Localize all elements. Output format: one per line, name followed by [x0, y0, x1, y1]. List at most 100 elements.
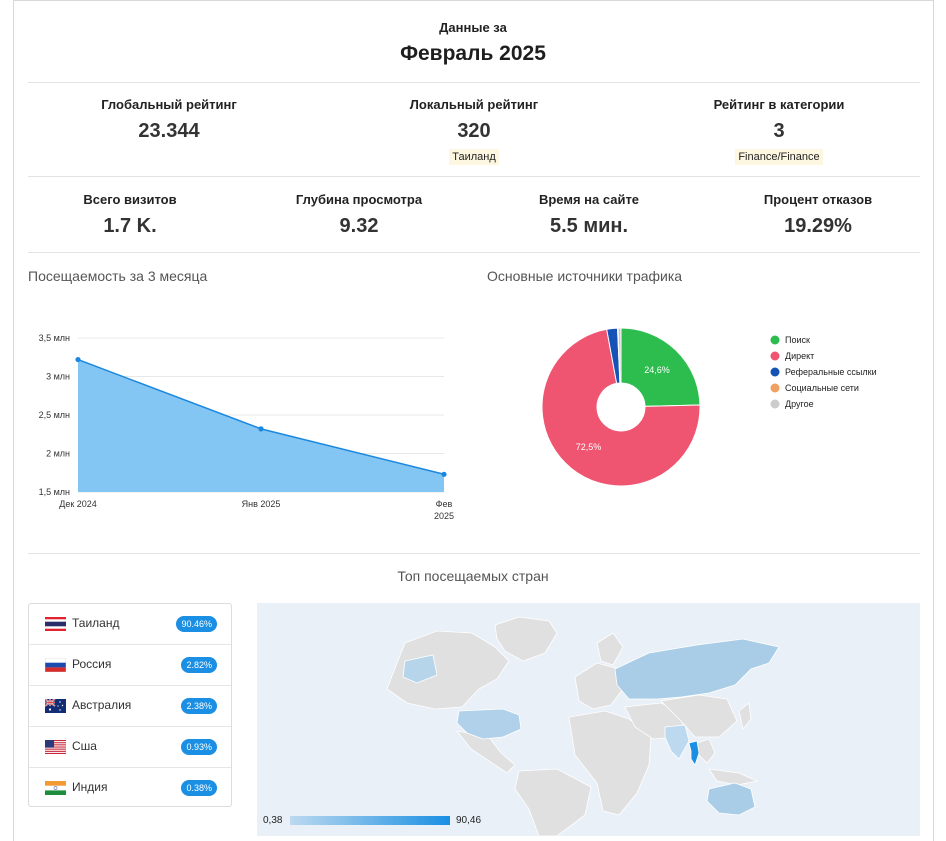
world-map[interactable] — [257, 603, 920, 837]
data-point — [258, 426, 264, 432]
pie-slice — [541, 328, 701, 487]
x-tick-label: Янв 2025 — [242, 499, 281, 509]
y-tick-label: 2 млн — [46, 449, 70, 459]
map-africa — [568, 710, 652, 816]
country-share-badge: 2.82% — [181, 657, 217, 673]
map-canada — [386, 630, 510, 710]
pie-slice-label: 24,6% — [644, 365, 670, 375]
map-thailand — [688, 740, 700, 766]
country-share-badge: 90.46% — [176, 616, 217, 632]
y-tick-label: 3 млн — [46, 372, 70, 382]
divider — [28, 82, 920, 83]
global-rank: Глобальный рейтинг 23.344 — [69, 97, 269, 143]
data-point — [75, 356, 81, 363]
local-rank-country-tag: Таиланд — [449, 149, 499, 165]
global-rank-value: 23.344 — [138, 120, 200, 142]
legend-marker — [770, 335, 780, 345]
local-rank-value: 320 — [457, 120, 491, 142]
y-tick-label: 3,5 млн — [39, 333, 70, 343]
map-indochina — [696, 738, 716, 764]
list-item: Таиланд 90.46% — [29, 604, 231, 645]
map-usa — [456, 708, 522, 740]
map-russia — [614, 638, 780, 700]
category-rank-label: Рейтинг в категории — [713, 97, 845, 112]
time-on-site-label: Время на сайте — [538, 192, 640, 207]
top-countries-list: Таиланд 90.46% Россия 2.82% Австралия 2.… — [28, 603, 232, 807]
y-tick-label: 2,5 млн — [39, 410, 70, 420]
map-europe — [574, 662, 624, 710]
period-title: Февраль 2025 — [400, 42, 546, 65]
country-share-badge: 0.38% — [181, 780, 217, 796]
flag-thailand-icon — [45, 617, 66, 631]
flag-russia-icon — [45, 658, 66, 672]
legend-marker — [770, 383, 780, 393]
country-name: Таиланд — [72, 616, 120, 630]
time-on-site-value: 5.5 мин. — [549, 215, 629, 237]
map-indonesia — [708, 768, 759, 786]
period-caption: Данные за — [439, 20, 507, 35]
legend-label: Реферальные ссылки — [785, 367, 877, 377]
flag-india-icon — [45, 781, 66, 795]
category-rank-value: 3 — [773, 120, 785, 142]
legend-marker — [770, 351, 780, 361]
map-australia — [706, 782, 756, 816]
legend-marker — [770, 399, 780, 409]
list-item: Австралия 2.38% — [29, 686, 231, 727]
map-south-america — [514, 768, 592, 837]
divider — [28, 252, 920, 253]
traffic-chart-title: Основные источники трафика — [487, 268, 683, 284]
legend-marker — [770, 367, 780, 377]
legend-label: Директ — [785, 351, 814, 361]
flag-usa-icon — [45, 740, 66, 754]
pie-slice — [620, 327, 701, 407]
time-on-site: Время на сайте 5.5 мин. — [514, 192, 664, 238]
category-rank: Рейтинг в категории 3 Finance/Finance — [679, 97, 879, 165]
country-name: Сша — [72, 739, 97, 753]
map-scandinavia — [596, 632, 624, 666]
bounce-rate-value: 19.29% — [784, 215, 852, 237]
traffic-pie-chart: 24,6% 72,5% Поиск Директ Реферальные ссылки С… — [541, 327, 877, 487]
map-alaska — [402, 654, 438, 684]
country-share-badge: 2.38% — [181, 698, 217, 714]
map-india — [664, 724, 690, 760]
country-share-badge: 0.93% — [181, 739, 217, 755]
total-visits-label: Всего визитов — [83, 192, 177, 207]
page-depth: Глубина просмотра 9.32 — [284, 192, 434, 238]
category-rank-tag: Finance/Finance — [735, 149, 823, 165]
map-mexico — [456, 730, 516, 774]
legend-label: Поиск — [785, 335, 810, 345]
map-scale-min: 0,38 — [263, 815, 283, 826]
legend-label: Социальные сети — [785, 383, 859, 393]
pie-slice-label: 72,5% — [576, 442, 602, 452]
map-japan — [738, 702, 752, 730]
map-color-scale — [290, 816, 450, 825]
x-tick-label: Фев — [436, 499, 453, 509]
page-depth-label: Глубина просмотра — [295, 192, 423, 207]
divider — [28, 553, 920, 554]
bounce-rate: Процент отказов 19.29% — [743, 192, 893, 238]
country-name: Россия — [72, 657, 112, 671]
total-visits: Всего визитов 1.7 K. — [60, 192, 200, 238]
countries-title: Топ посещаемых стран — [397, 568, 549, 584]
data-point — [441, 471, 447, 477]
country-name: Индия — [72, 780, 108, 794]
global-rank-label: Глобальный рейтинг — [101, 97, 237, 112]
list-item: Сша 0.93% — [29, 727, 231, 768]
map-scale-max: 90,46 — [456, 815, 482, 826]
list-item: Россия 2.82% — [29, 645, 231, 686]
country-name: Австралия — [72, 698, 132, 712]
x-tick-label: 2025 — [434, 511, 454, 521]
local-rank: Локальный рейтинг 320 Таиланд — [374, 97, 574, 165]
map-china — [660, 694, 738, 738]
list-item: Индия 0.38% — [29, 768, 231, 809]
visits-area — [78, 359, 444, 492]
bounce-rate-label: Процент отказов — [763, 192, 873, 207]
total-visits-value: 1.7 K. — [103, 215, 157, 237]
x-tick-label: Дек 2024 — [59, 499, 97, 509]
local-rank-label: Локальный рейтинг — [409, 97, 539, 112]
visits-chart-title: Посещаемость за 3 месяца — [28, 268, 208, 284]
divider — [28, 176, 920, 177]
legend-label: Другое — [785, 399, 814, 409]
world-map-graphic — [386, 616, 780, 837]
map-greenland — [494, 616, 558, 662]
